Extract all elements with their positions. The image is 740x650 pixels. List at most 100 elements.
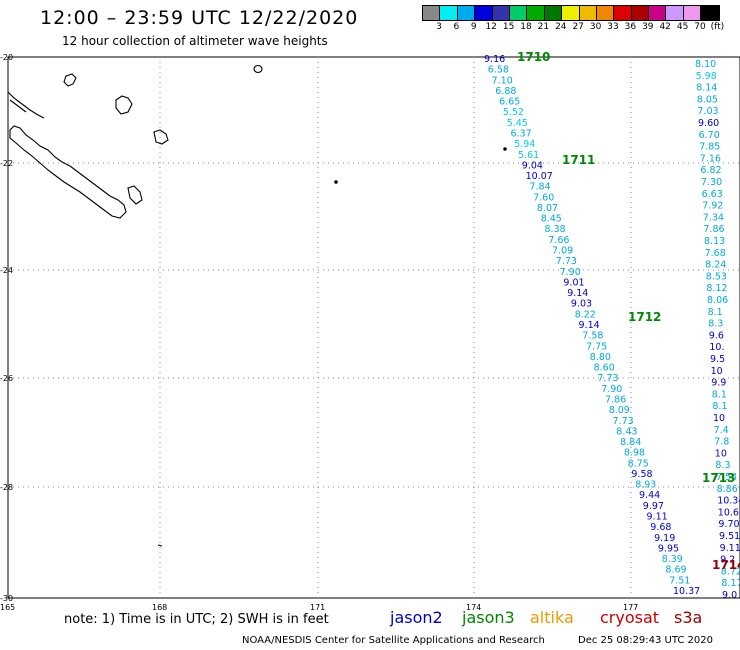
wave-height-value: 9.97 [643,501,664,512]
pass-number-label: 1710 [517,50,550,64]
wave-height-value: 7.54 [716,472,737,483]
lon-label: 165 [0,603,15,612]
wave-height-value: 7.84 [529,182,550,193]
wave-height-value: 5.45 [507,118,528,129]
wave-height-value: 9.03 [571,299,592,310]
wave-height-value: 5.98 [696,71,717,82]
wave-height-value: 9.51 [719,531,740,542]
legend-label: 33 [607,22,619,32]
loyalty-islet-lifou [153,129,169,145]
wave-height-value: 6.82 [700,165,721,176]
wave-height-value: 10.07 [526,171,553,182]
wave-height-value: 7.73 [597,373,618,384]
wave-height-value: 9.19 [654,533,675,544]
wave-height-value: 7.68 [705,248,726,259]
legend-swatch [683,6,702,20]
wave-height-value: 9.14 [579,320,600,331]
sat-legend-jason3: jason3 [462,608,515,627]
legend-label: 42 [659,22,671,32]
wave-height-value: 8.13 [704,236,725,247]
legend-swatch [614,6,632,20]
footer-note: note: 1) Time is in UTC; 2) SWH is in fe… [64,612,329,627]
wave-height-value: 8.53 [706,271,727,282]
wave-height-value: 9.16 [484,54,505,65]
wave-height-value: 8.10 [695,59,716,70]
sat-legend-s3a: s3a [674,608,703,627]
wave-height-value: 7.86 [605,395,626,406]
wave-height-value: 7.58 [582,331,603,342]
wave-height-value: 9.6 [709,330,724,341]
legend-swatch [423,6,441,20]
sat-legend-altika: altika [530,608,574,627]
legend-swatch [596,6,615,20]
legend-label: 70 [694,22,706,32]
lon-label: 171 [310,603,325,612]
wave-height-value: 10.37 [673,586,700,597]
legend-swatch [457,6,476,20]
jason2-track-1710-1714: 9.166.587.106.886.655.525.456.375.945.61… [484,54,700,597]
wave-height-value: 9.70 [718,519,739,530]
legend-swatch [527,6,545,20]
wave-height-value: 10. [709,342,724,353]
legend-label: 45 [676,22,689,32]
map-subtitle: 12 hour collection of altimeter wave hei… [62,34,328,48]
wave-height-value: 8.17 [721,578,740,589]
legend-swatch [492,6,510,20]
jason2-track-east: 8.105.988.148.057.039.606.707.857.166.82… [695,59,740,601]
generated-timestamp: Dec 25 08:29:43 UTC 2020 [578,635,713,646]
wave-height-value: 8.09 [609,405,630,416]
sat-legend-cryosat: cryosat [600,608,660,627]
legend-label: 9 [470,22,477,32]
wave-height-value: 8.14 [696,83,717,94]
wave-height-value: 7.16 [700,153,721,164]
lat-label: -26 [0,374,13,383]
map-frame [7,56,740,599]
wave-height-value: 8.12 [706,283,727,294]
loyalty-islet-mare [127,185,143,205]
wave-height-value: 8.60 [594,363,615,374]
wave-height-value: 9.9 [711,378,726,389]
wave-height-value: 7.90 [601,384,622,395]
wave-height-value: 7.75 [586,341,607,352]
wave-height-value: 8.80 [590,352,611,363]
wave-height-value: 6.63 [702,189,723,200]
matthew-islet [503,147,507,151]
hunter-islet [334,180,338,184]
wave-height-value: 7.85 [699,142,720,153]
pass-labels: 1710 1711 1712 1713 1714 [517,50,740,572]
lat-label: -24 [0,266,13,275]
wave-height-value: 8.38 [545,224,566,235]
wave-height-value: 8.84 [620,437,641,448]
wave-height-value: 8.1 [708,307,723,318]
pass-number-label: 1712 [628,310,661,324]
wave-height-value: 6.65 [499,97,520,108]
legend-label: 3 [436,22,442,32]
lat-label: -30 [0,594,13,603]
wave-height-value: 9.2 [720,555,735,566]
wave-height-value: 5.52 [503,107,524,118]
lon-label: 177 [623,603,638,612]
wave-height-value: 8.39 [662,554,683,565]
legend-label: 27 [572,22,584,32]
pass-number-label: 1713 [702,471,735,485]
wave-height-value: 7.92 [702,201,723,212]
pass-number-label: 1711 [562,153,595,167]
legend-label: 36 [624,22,637,32]
legend-swatch [666,6,684,20]
wave-height-value: 8.22 [575,309,596,320]
sat-legend-jason2: jason2 [390,608,443,627]
lat-label: -28 [0,483,13,492]
wave-height-value: 7.51 [669,575,690,586]
legend-label: 12 [485,22,497,32]
color-scale-legend [422,5,720,21]
wave-height-value: 8.75 [628,458,649,469]
legend-swatch [579,6,597,20]
legend-swatch [509,6,528,20]
legend-swatch [649,6,667,20]
wave-height-value: 9.95 [658,543,679,554]
wave-height-value: 8.98 [624,448,645,459]
legend-swatch [475,6,493,20]
wave-height-value: 6.70 [699,130,720,141]
